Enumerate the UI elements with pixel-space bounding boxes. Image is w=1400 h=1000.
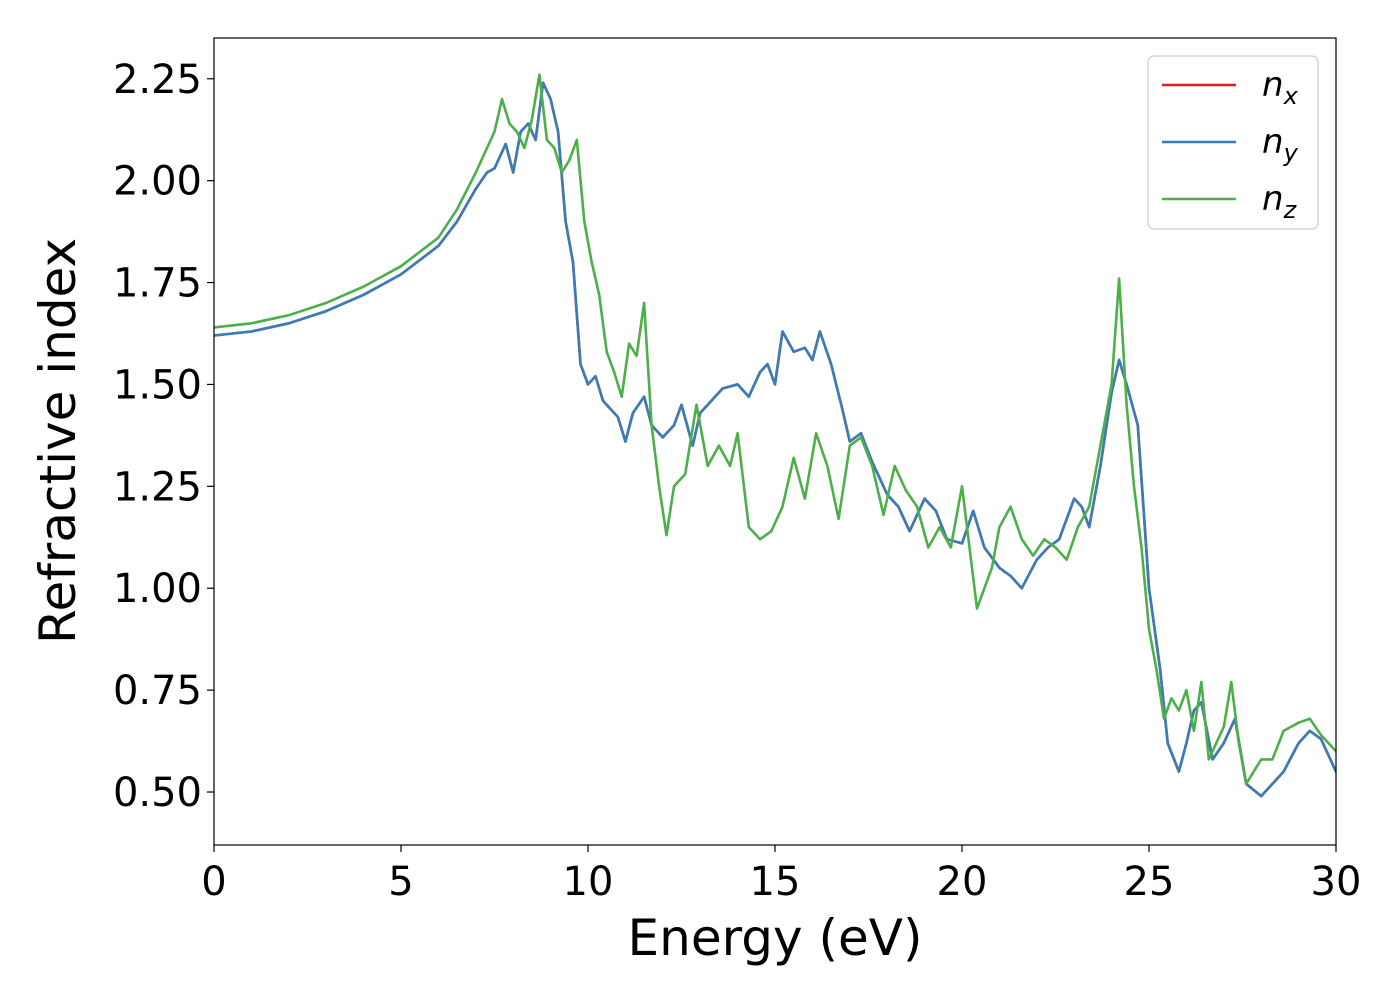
x-tick-label: 10 bbox=[563, 859, 614, 905]
y-tick-label: 0.75 bbox=[113, 668, 202, 714]
series-lines bbox=[214, 73, 1336, 798]
y-tick-label: 2.00 bbox=[113, 159, 202, 205]
x-tick-label: 30 bbox=[1311, 859, 1362, 905]
legend: nx ny nz bbox=[1147, 55, 1319, 230]
x-tick-label: 5 bbox=[388, 859, 413, 905]
y-tick-label: 1.50 bbox=[113, 362, 202, 408]
legend-label-nx: nx bbox=[1262, 65, 1299, 110]
y-tick-label: 1.75 bbox=[113, 261, 202, 307]
y-tick-label: 0.50 bbox=[113, 770, 202, 816]
x-tick-label: 15 bbox=[750, 859, 801, 905]
y-axis-title: Refractive index bbox=[29, 238, 87, 644]
x-tick-label: 25 bbox=[1124, 859, 1175, 905]
y-tick-label: 1.25 bbox=[113, 464, 202, 510]
y-tick-label: 1.00 bbox=[113, 566, 202, 612]
axis-ticks: 0 5 10 15 20 25 30 0.50 0.75 1.00 1.25 1.50 1.75 2.00… bbox=[113, 57, 1362, 905]
x-tick-label: 0 bbox=[201, 859, 226, 905]
x-axis-title: Energy (eV) bbox=[628, 909, 923, 967]
legend-label-ny: ny bbox=[1262, 122, 1299, 167]
x-tick-label: 20 bbox=[937, 859, 988, 905]
legend-label-nz: nz bbox=[1262, 179, 1298, 224]
series-line-ny bbox=[214, 81, 1336, 798]
series-line-nz bbox=[214, 73, 1336, 786]
y-tick-label: 2.25 bbox=[113, 57, 202, 103]
